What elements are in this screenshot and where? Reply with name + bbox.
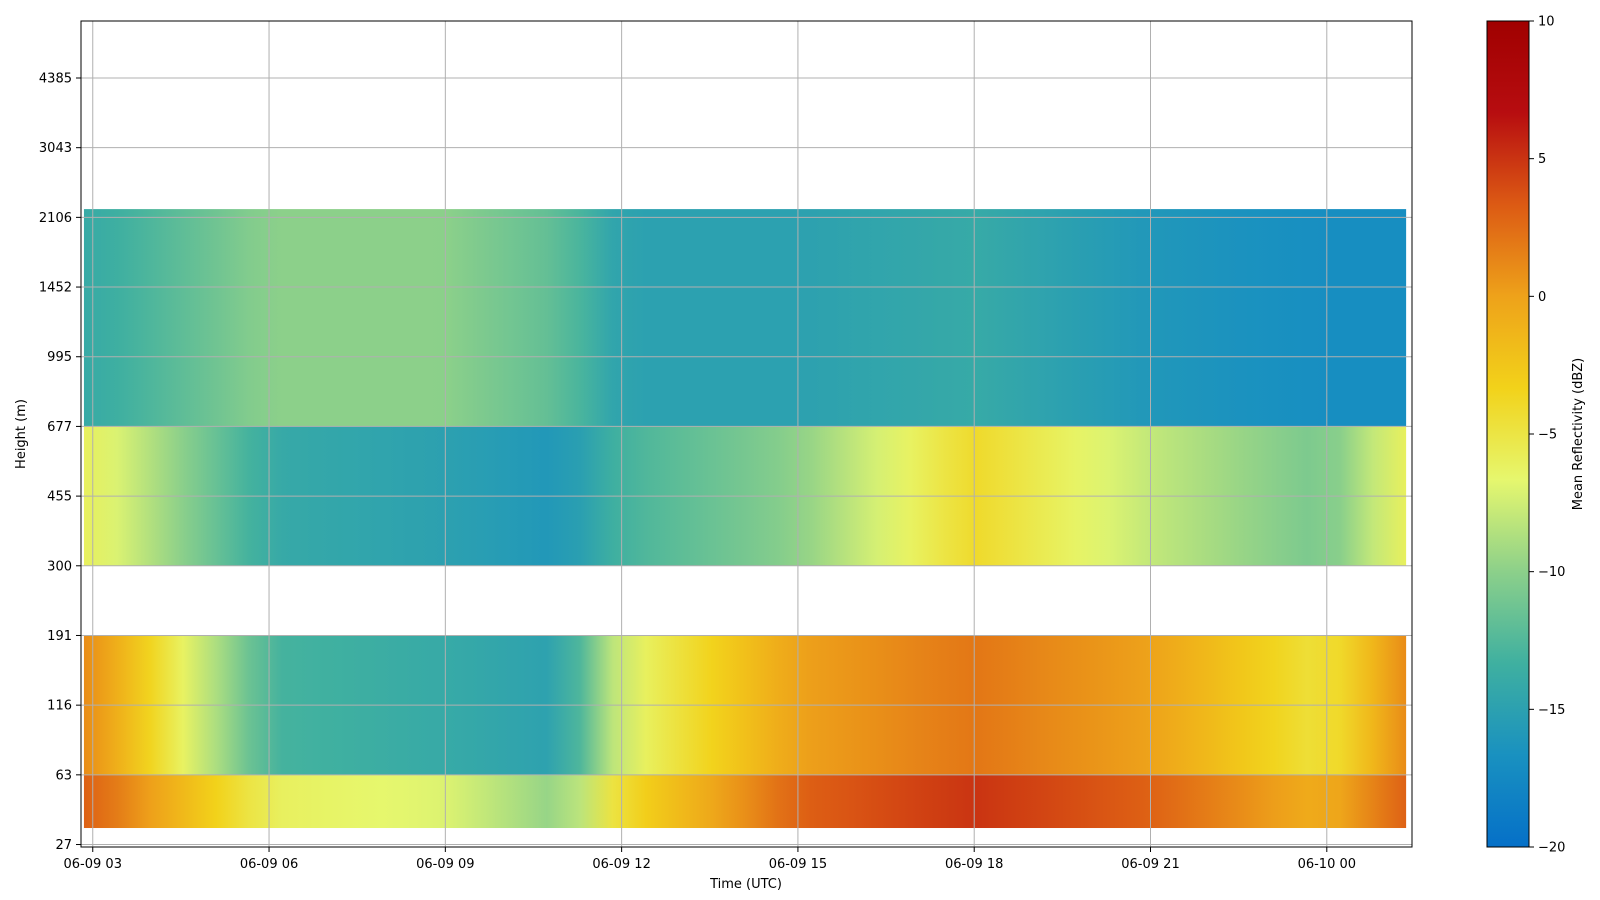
colorbar-tick-label: −15 (1538, 703, 1565, 718)
y-tick-label: 455 (47, 490, 72, 505)
reflectivity-band (83, 209, 1407, 427)
plot-frame (80, 20, 1413, 848)
reflectivity-band (83, 774, 1407, 829)
y-tick-label: 63 (55, 768, 72, 783)
x-tick-label: 06-09 06 (240, 857, 298, 872)
y-tick-label: 4385 (39, 71, 72, 86)
y-tick-label: 3043 (39, 141, 72, 156)
colorbar-tick-label: 0 (1538, 290, 1546, 305)
x-tick-label: 06-09 09 (416, 857, 474, 872)
colorbar-tick-label: −10 (1538, 565, 1565, 580)
x-tick-label: 06-09 12 (592, 857, 650, 872)
heatmap-area (83, 209, 1407, 829)
y-tick-label: 677 (47, 420, 72, 435)
y-tick-label: 1452 (39, 281, 72, 296)
x-tick-label: 06-09 18 (945, 857, 1003, 872)
x-tick-label: 06-10 00 (1298, 857, 1356, 872)
y-axis-ticks: 27 63 116 191 300 455 677 995 1452 2106 3043 4385 (39, 71, 81, 853)
x-tick-label: 06-09 21 (1121, 857, 1179, 872)
x-tick-label: 06-09 15 (769, 857, 827, 872)
colorbar-tick-label: 10 (1538, 15, 1555, 30)
y-tick-label: 27 (55, 838, 72, 853)
x-tick-label: 06-09 03 (64, 857, 122, 872)
colorbar-tick-label: −20 (1538, 841, 1565, 856)
y-axis-label: Height (m) (14, 399, 29, 469)
y-tick-label: 2106 (39, 211, 72, 226)
colorbar-tick-label: −5 (1538, 428, 1557, 443)
colorbar-ticks: 10 5 0 −5 −10 −15 −20 (1529, 15, 1565, 856)
colorbar (1486, 20, 1530, 848)
y-tick-label: 300 (47, 559, 72, 574)
y-tick-label: 116 (47, 699, 72, 714)
grid-lines (81, 21, 1412, 847)
colorbar-tick-label: 5 (1538, 152, 1546, 167)
y-tick-label: 191 (47, 629, 72, 644)
y-tick-label: 995 (47, 350, 72, 365)
x-axis-label: Time (UTC) (709, 877, 782, 892)
x-axis-ticks: 06-09 03 06-09 06 06-09 09 06-09 12 06-09 15… (64, 847, 1356, 872)
colorbar-label: Mean Reflectivity (dBZ) (1571, 358, 1586, 511)
